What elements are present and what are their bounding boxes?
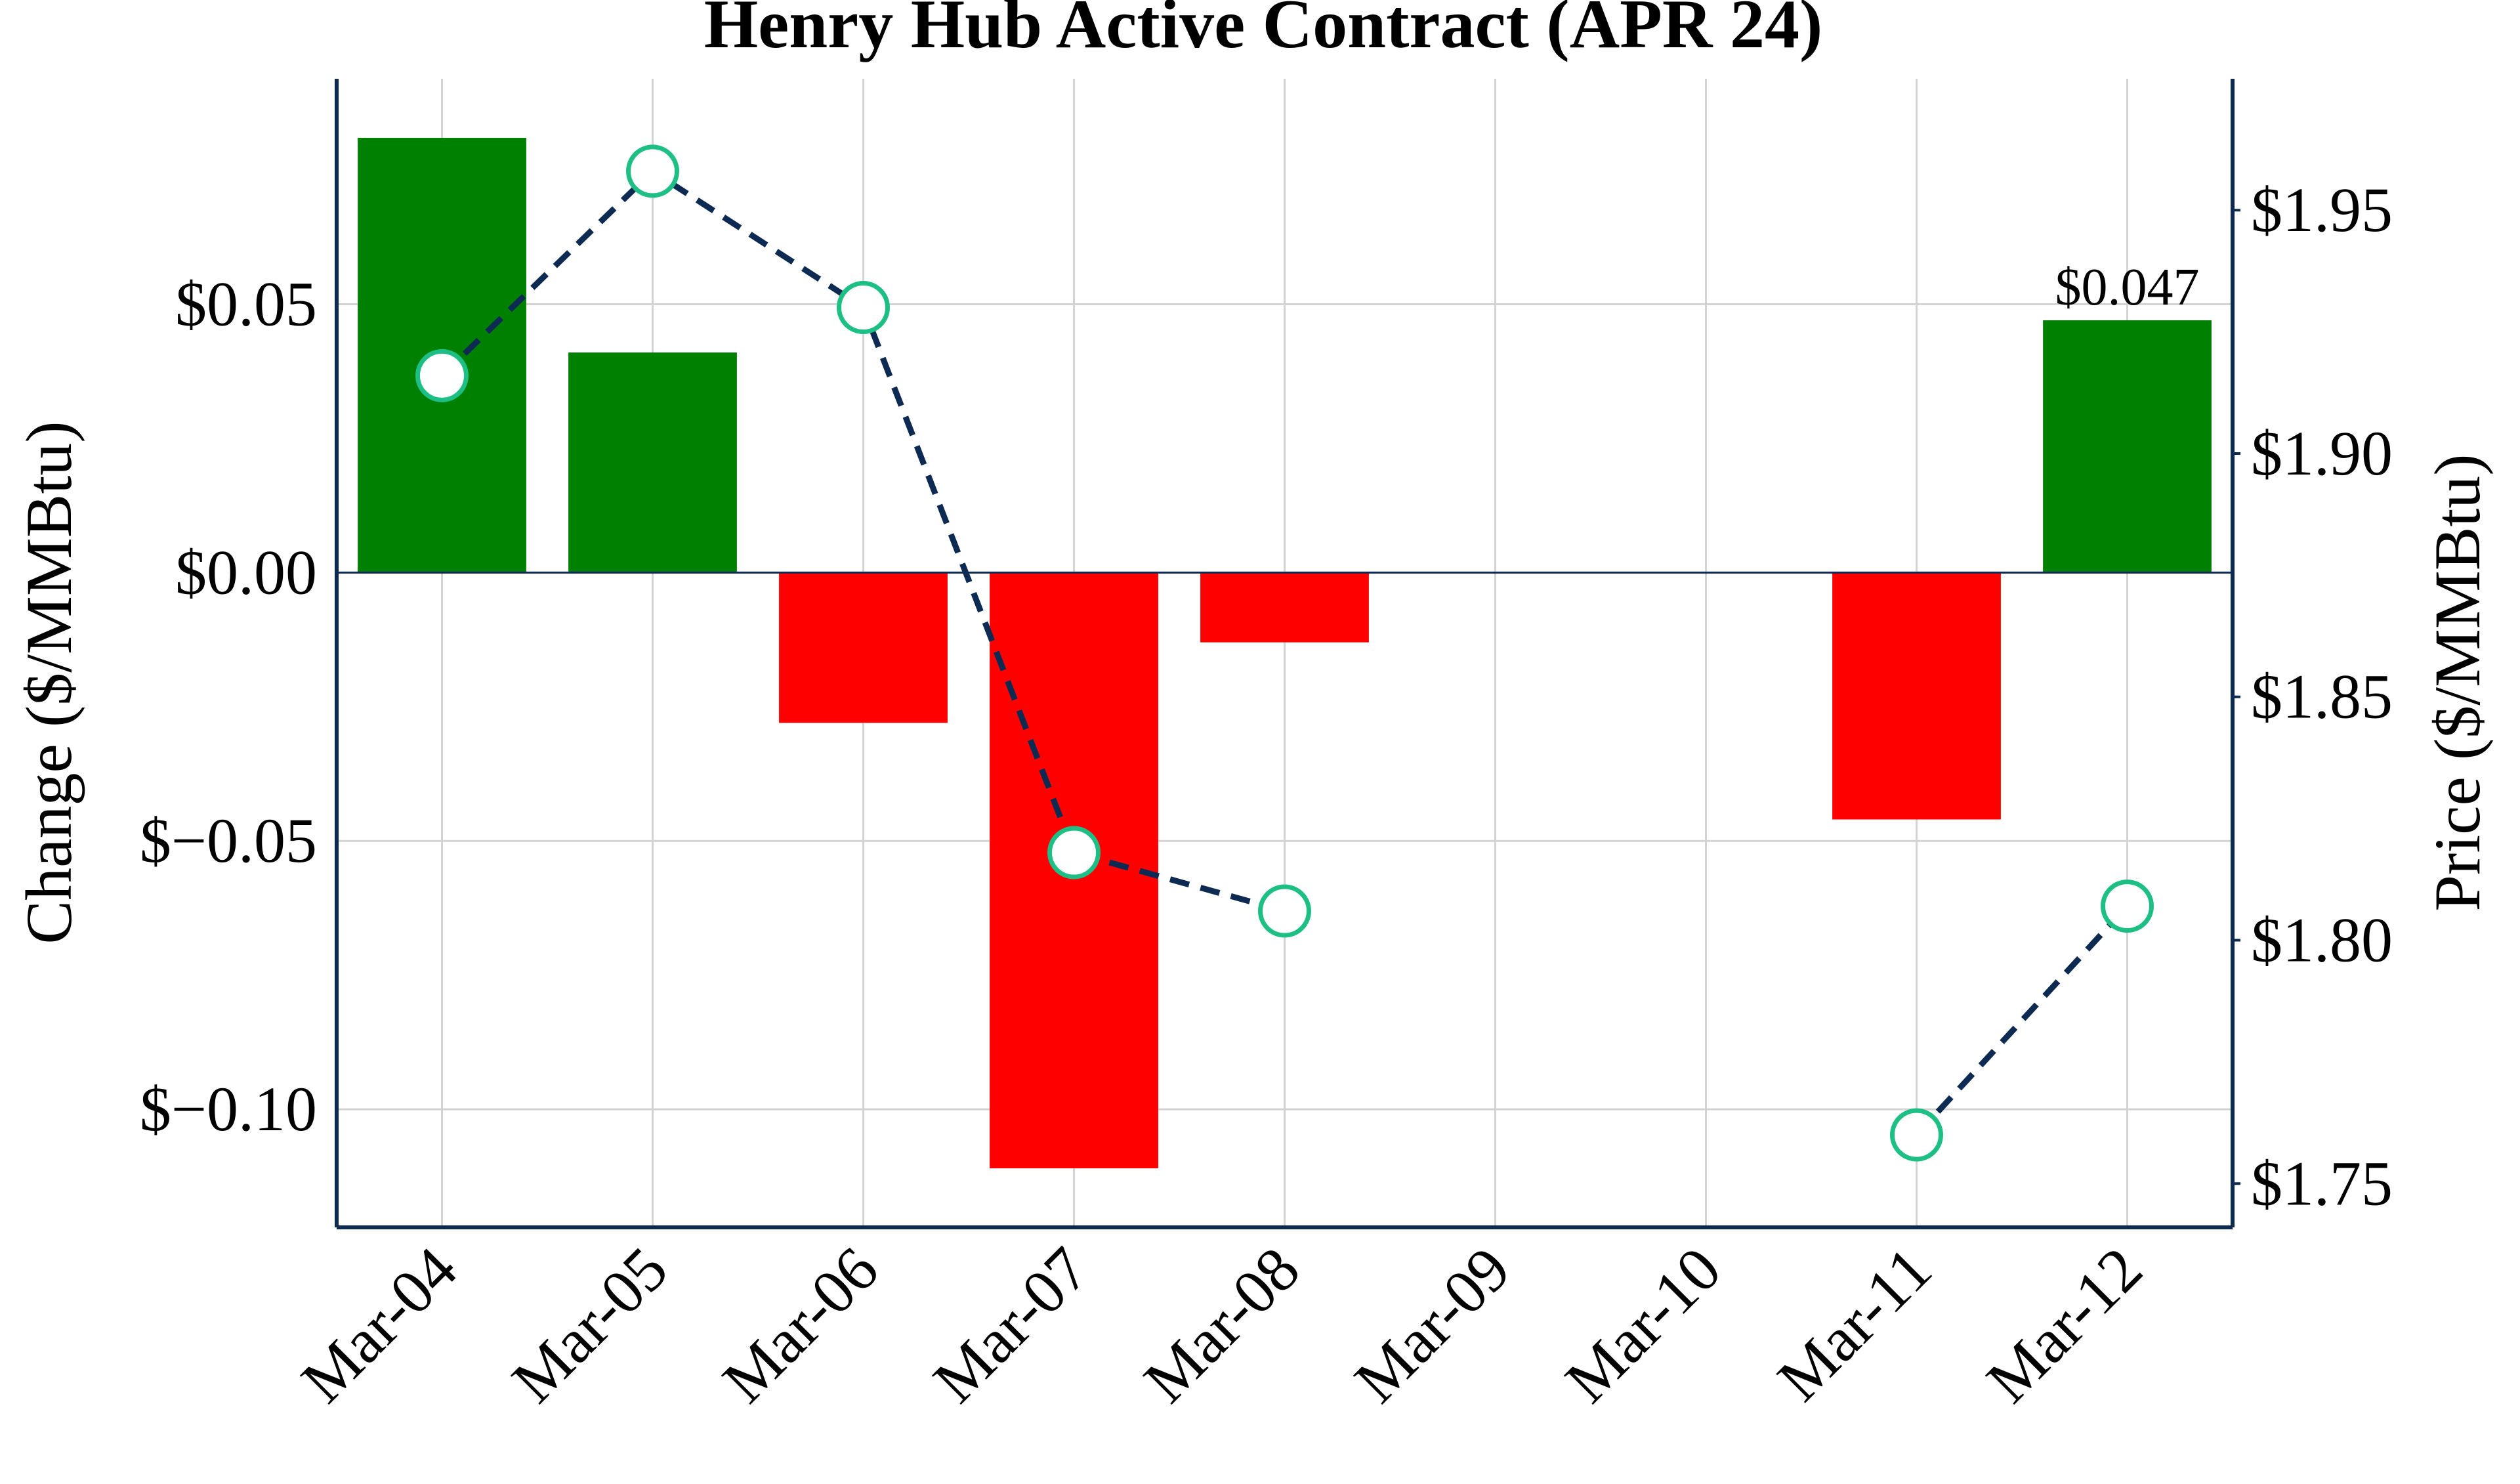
y2-tick-label: $1.90: [2251, 418, 2393, 488]
y-tick-label: $0.05: [175, 268, 317, 339]
x-tick-label: Mar-07: [919, 1233, 1102, 1416]
x-tick-label: Mar-10: [1551, 1233, 1734, 1416]
price-marker: [626, 144, 679, 198]
bar-series: [358, 137, 2212, 1169]
y-tick-label: $−0.10: [140, 1074, 317, 1144]
price-marker: [837, 281, 890, 335]
bar: [1832, 572, 2001, 820]
bar: [779, 572, 948, 723]
x-tick-label: Mar-08: [1130, 1233, 1312, 1416]
bar: [1200, 572, 1369, 643]
y2-tick-label: $1.75: [2251, 1148, 2393, 1218]
bar: [2043, 320, 2212, 573]
x-tick-label: Mar-11: [1764, 1233, 1944, 1414]
price-marker: [1047, 826, 1101, 880]
x-tick-label: Mar-09: [1341, 1233, 1523, 1416]
bar: [568, 352, 737, 573]
axes: [335, 79, 2240, 1229]
y2-tick-label: $1.80: [2251, 905, 2393, 975]
y-tick-label: $0.00: [175, 537, 317, 607]
x-tick-labels: Mar-04 Mar-05 Mar-06 Mar-07 Mar-08 Mar-09 Mar-…: [287, 1233, 2155, 1416]
price-line: [1914, 904, 2130, 1137]
x-tick-label: Mar-12: [1973, 1233, 2155, 1416]
x-tick-label: Mar-06: [709, 1233, 891, 1416]
y-axis-label: Change ($/MMBtu): [12, 421, 85, 944]
price-marker: [1258, 884, 1311, 938]
y2-tick-label: $1.95: [2251, 175, 2393, 245]
left-tick-labels: $0.05 $0.00 $−0.05 $−0.10: [140, 268, 317, 1144]
bar-value-label: $0.047: [2055, 259, 2200, 316]
y2-axis-label: Price ($/MMBtu): [2421, 454, 2494, 911]
right-tick-labels: $1.95 $1.90 $1.85 $1.80 $1.75: [2251, 175, 2393, 1218]
x-tick-label: Mar-05: [498, 1233, 681, 1416]
y-tick-label: $−0.05: [140, 805, 317, 876]
chart-title: Henry Hub Active Contract (APR 24): [704, 0, 1823, 62]
x-tick-label: Mar-04: [287, 1233, 470, 1416]
price-line-series: [415, 144, 2154, 1162]
price-marker: [2101, 880, 2154, 933]
annotations: $0.047: [2055, 259, 2200, 316]
price-marker: [415, 349, 469, 402]
y2-tick-label: $1.85: [2251, 662, 2393, 732]
price-marker: [1890, 1108, 1943, 1162]
